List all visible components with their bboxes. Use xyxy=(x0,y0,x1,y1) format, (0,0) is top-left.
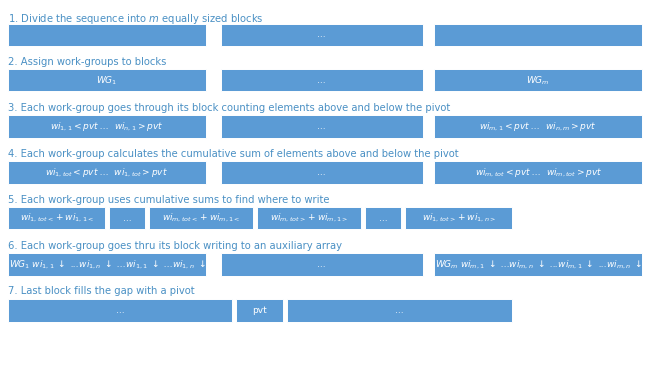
Text: ...: ... xyxy=(317,76,326,85)
Text: 5. Each work-group uses cumulative sums to find where to write: 5. Each work-group uses cumulative sums … xyxy=(8,195,330,205)
Text: $WG_m$: $WG_m$ xyxy=(526,74,550,86)
Text: $wi_{1,tot} < pvt$ ...  $wi_{1,tot} > pvt$: $wi_{1,tot} < pvt$ ... $wi_{1,tot} > pvt… xyxy=(46,166,168,179)
Text: 2. Assign work-groups to blocks: 2. Assign work-groups to blocks xyxy=(8,57,166,67)
Text: ...: ... xyxy=(317,122,326,131)
Text: 3. Each work-group goes through its block counting elements above and below the : 3. Each work-group goes through its bloc… xyxy=(8,103,450,113)
FancyBboxPatch shape xyxy=(8,24,206,46)
FancyBboxPatch shape xyxy=(434,161,642,184)
FancyBboxPatch shape xyxy=(8,69,206,91)
FancyBboxPatch shape xyxy=(8,115,206,138)
Text: ...: ... xyxy=(317,168,326,177)
Text: $wi_{m,tot>} + wi_{m,1>}$: $wi_{m,tot>} + wi_{m,1>}$ xyxy=(270,212,348,224)
FancyBboxPatch shape xyxy=(149,207,253,229)
Text: 6. Each work-group goes thru its block writing to an auxiliary array: 6. Each work-group goes thru its block w… xyxy=(8,241,342,251)
Text: ...: ... xyxy=(317,30,326,39)
Text: 7. Last block fills the gap with a pivot: 7. Last block fills the gap with a pivot xyxy=(8,286,194,296)
FancyBboxPatch shape xyxy=(221,115,422,138)
FancyBboxPatch shape xyxy=(434,115,642,138)
Text: $WG_1$: $WG_1$ xyxy=(96,74,118,86)
FancyBboxPatch shape xyxy=(434,69,642,91)
Text: ...: ... xyxy=(379,213,387,223)
Text: ...: ... xyxy=(116,306,124,315)
Text: ...: ... xyxy=(317,260,326,269)
FancyBboxPatch shape xyxy=(287,299,512,322)
FancyBboxPatch shape xyxy=(8,207,105,229)
Text: $wi_{1,tot>} + wi_{1,n>}$: $wi_{1,tot>} + wi_{1,n>}$ xyxy=(422,212,495,224)
Text: $WG_1$ $wi_{1,1}$ $\downarrow$ ...$wi_{1,n}$ $\downarrow$ ...$wi_{1,1}$ $\downar: $WG_1$ $wi_{1,1}$ $\downarrow$ ...$wi_{1… xyxy=(8,258,205,271)
FancyBboxPatch shape xyxy=(8,161,206,184)
FancyBboxPatch shape xyxy=(236,299,283,322)
FancyBboxPatch shape xyxy=(8,253,206,276)
FancyBboxPatch shape xyxy=(8,299,232,322)
FancyBboxPatch shape xyxy=(434,24,642,46)
Text: 4. Each work-group calculates the cumulative sum of elements above and below the: 4. Each work-group calculates the cumula… xyxy=(8,149,458,159)
FancyBboxPatch shape xyxy=(365,207,401,229)
Text: ...: ... xyxy=(395,306,404,315)
Text: $wi_{1,tot<} + wi_{1,1<}$: $wi_{1,tot<} + wi_{1,1<}$ xyxy=(20,212,94,224)
FancyBboxPatch shape xyxy=(221,69,422,91)
Text: pvt: pvt xyxy=(252,306,266,315)
FancyBboxPatch shape xyxy=(221,24,422,46)
Text: $wi_{1,1} < pvt$ ...  $wi_{n,1} > pvt$: $wi_{1,1} < pvt$ ... $wi_{n,1} > pvt$ xyxy=(50,120,164,133)
FancyBboxPatch shape xyxy=(257,207,361,229)
Text: $WG_m$ $wi_{m,1}$ $\downarrow$ ...$wi_{m,n}$ $\downarrow$ ...$wi_{m,1}$ $\downar: $WG_m$ $wi_{m,1}$ $\downarrow$ ...$wi_{m… xyxy=(434,258,642,271)
Text: 1. Divide the sequence into $m$ equally sized blocks: 1. Divide the sequence into $m$ equally … xyxy=(8,12,263,25)
FancyBboxPatch shape xyxy=(221,253,422,276)
FancyBboxPatch shape xyxy=(434,253,642,276)
Text: ...: ... xyxy=(123,213,131,223)
FancyBboxPatch shape xyxy=(221,161,422,184)
FancyBboxPatch shape xyxy=(405,207,512,229)
FancyBboxPatch shape xyxy=(109,207,145,229)
Text: $wi_{m,1} < pvt$ ...  $wi_{n,m} > pvt$: $wi_{m,1} < pvt$ ... $wi_{n,m} > pvt$ xyxy=(480,120,597,133)
Text: $wi_{m,tot} < pvt$ ...  $wi_{m,tot} > pvt$: $wi_{m,tot} < pvt$ ... $wi_{m,tot} > pvt… xyxy=(474,166,602,179)
Text: $wi_{m,tot<} + wi_{m,1<}$: $wi_{m,tot<} + wi_{m,1<}$ xyxy=(162,212,240,224)
